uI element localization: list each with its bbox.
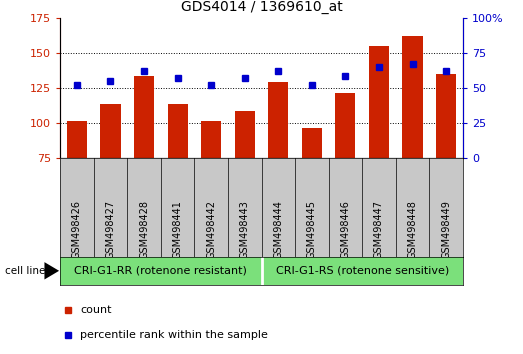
Text: CRI-G1-RR (rotenone resistant): CRI-G1-RR (rotenone resistant) [74,266,247,276]
Bar [235,112,255,158]
Bar [167,104,188,158]
Title: GDS4014 / 1369610_at: GDS4014 / 1369610_at [180,0,343,14]
Text: CRI-G1-RS (rotenone sensitive): CRI-G1-RS (rotenone sensitive) [276,266,449,276]
Bar [268,82,288,158]
Bar [335,93,356,158]
Bar [436,74,456,158]
Text: percentile rank within the sample: percentile rank within the sample [81,330,268,339]
Text: cell line: cell line [5,266,46,276]
Bar [67,121,87,158]
Bar [134,76,154,158]
Bar [201,121,221,158]
Text: count: count [81,305,112,315]
Bar [403,36,423,158]
Bar [100,104,120,158]
Polygon shape [44,262,59,280]
Bar [369,46,389,158]
Bar [302,128,322,158]
